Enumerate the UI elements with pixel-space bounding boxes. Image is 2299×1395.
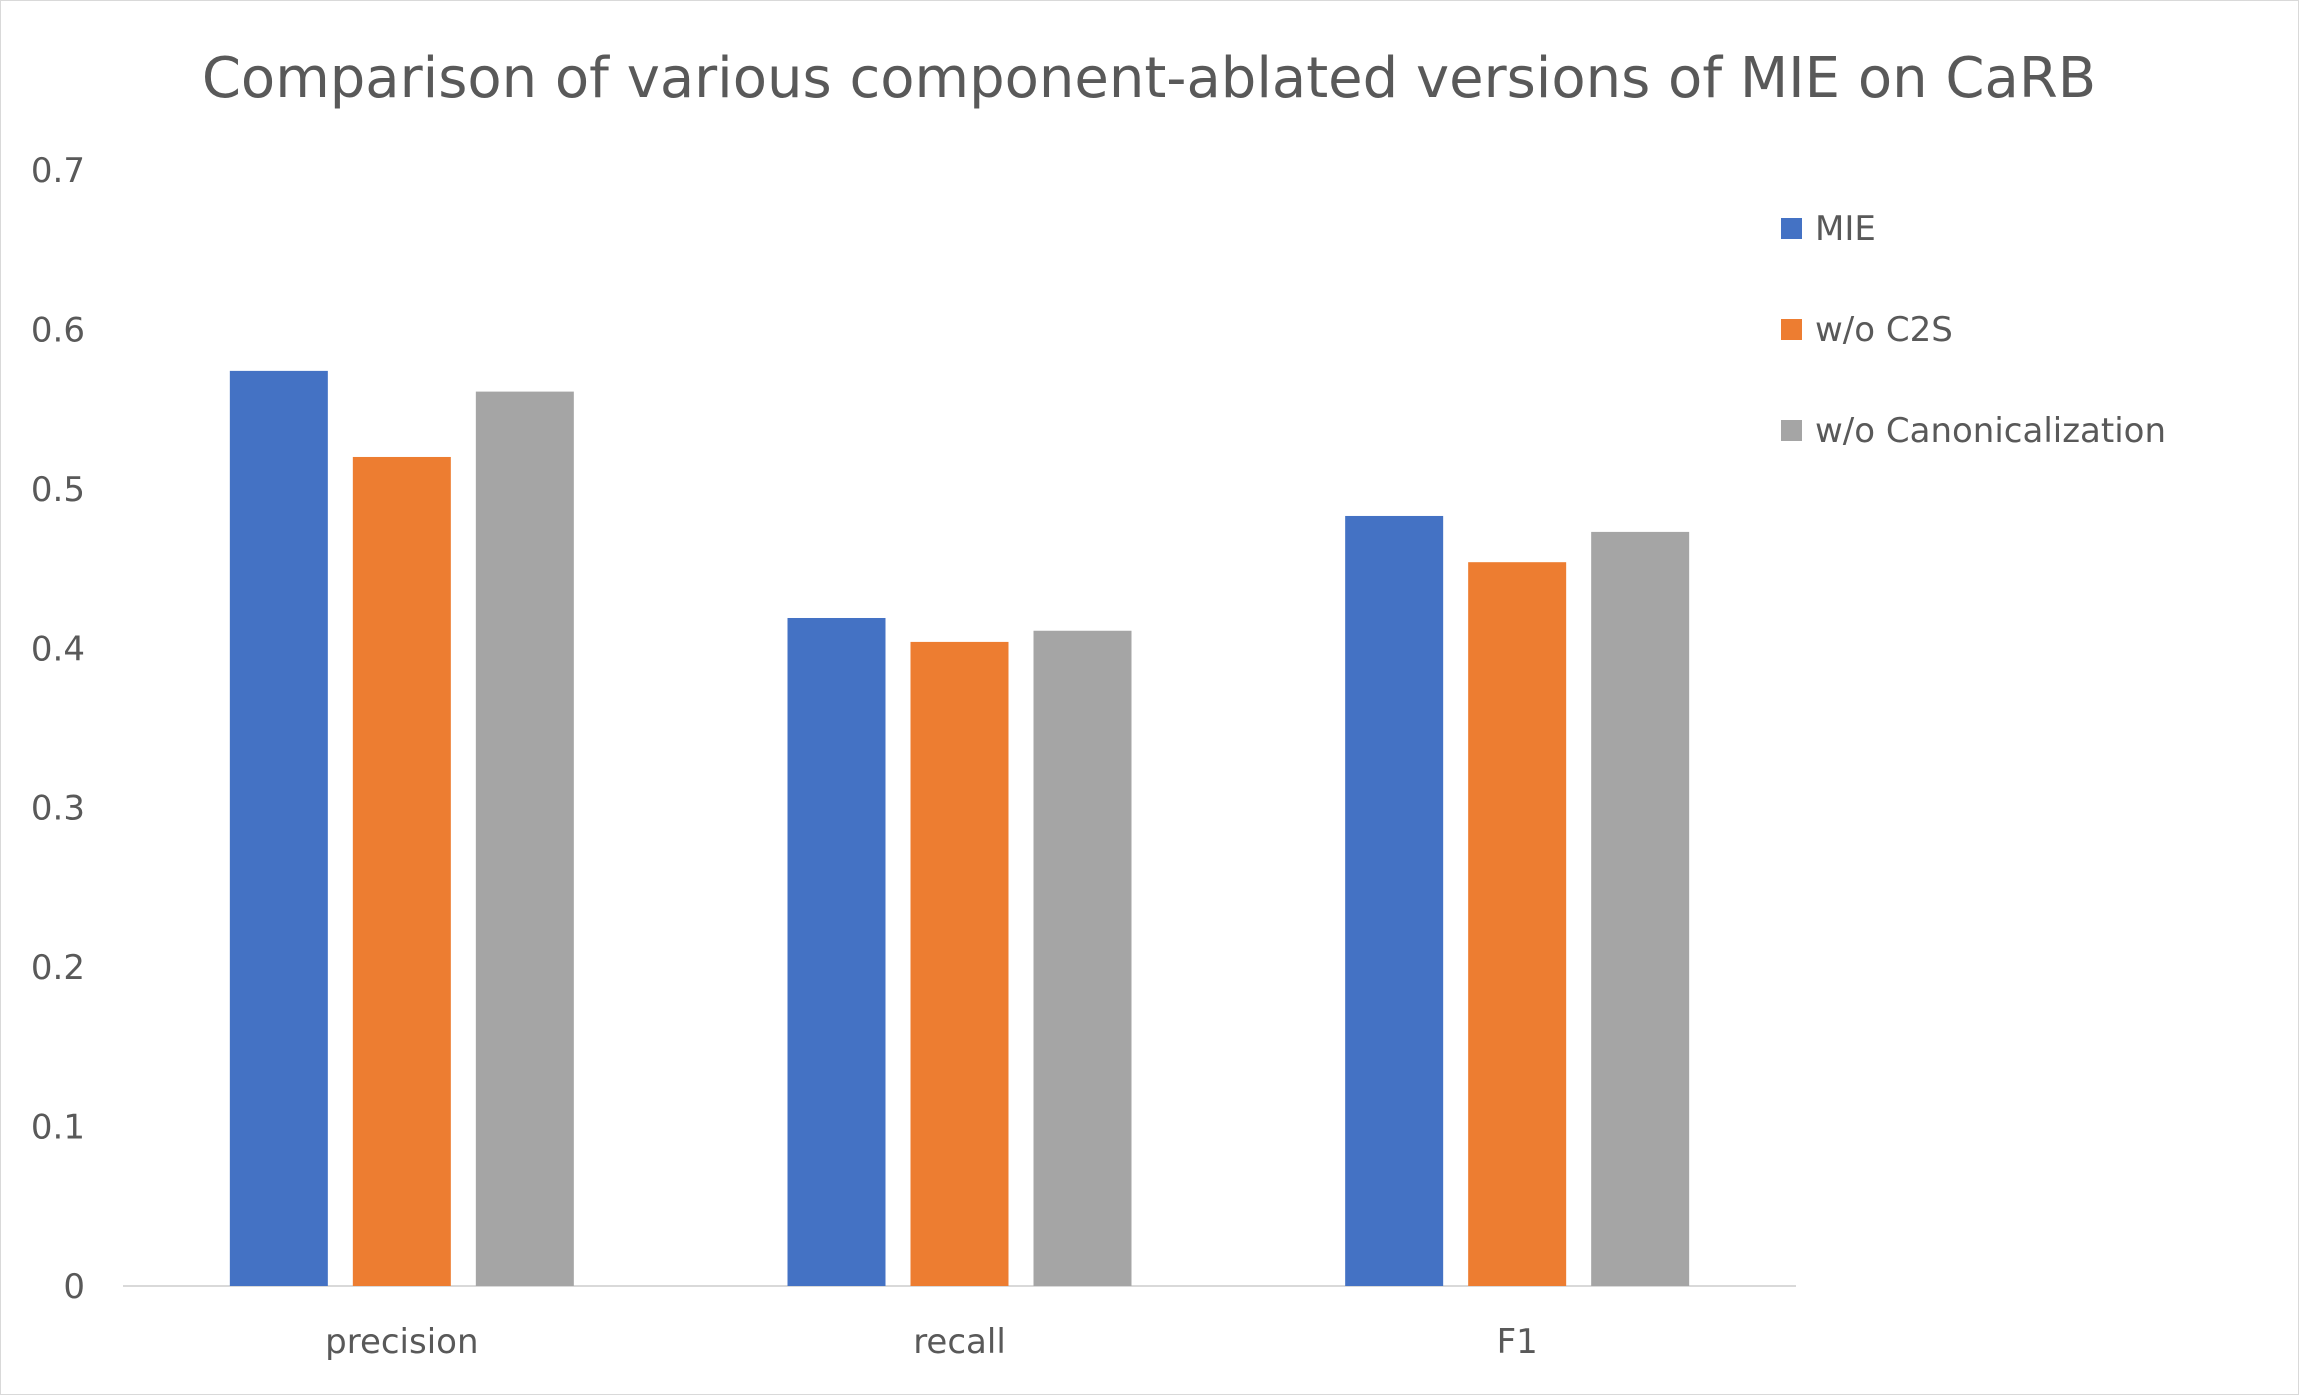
y-tick-label: 0.1 <box>31 1108 85 1148</box>
bar-recall-1 <box>910 641 1009 1286</box>
x-tick-label: recall <box>913 1322 1006 1362</box>
legend-label: w/o C2S <box>1815 310 1953 350</box>
x-tick-label: precision <box>325 1322 478 1362</box>
y-tick-label: 0 <box>63 1267 85 1307</box>
x-tick-label: F1 <box>1497 1322 1538 1362</box>
bar-precision-2 <box>475 391 574 1286</box>
y-axis: 0 0.1 0.2 0.3 0.4 0.5 0.6 0.7 <box>31 151 85 1307</box>
bar-recall-2 <box>1033 630 1132 1286</box>
y-tick-label: 0.4 <box>31 629 85 669</box>
y-tick-label: 0.7 <box>31 151 85 191</box>
y-tick-label: 0.2 <box>31 948 85 988</box>
bar-recall-0 <box>787 617 886 1286</box>
y-tick-label: 0.5 <box>31 470 85 510</box>
bar-f1-2 <box>1591 531 1690 1286</box>
chart-title: Comparison of various component-ablated … <box>202 46 2096 111</box>
legend: MIE w/o C2S w/o Canonicalization <box>1781 209 2166 451</box>
legend-label: w/o Canonicalization <box>1815 411 2166 451</box>
legend-label: MIE <box>1815 209 1876 249</box>
bar-precision-1 <box>352 456 451 1286</box>
bar-f1-0 <box>1345 515 1444 1286</box>
legend-swatch <box>1781 218 1802 239</box>
y-tick-label: 0.6 <box>31 310 85 350</box>
bars <box>229 370 1690 1286</box>
bar-f1-1 <box>1468 562 1567 1286</box>
y-tick-label: 0.3 <box>31 789 85 829</box>
legend-swatch <box>1781 420 1802 441</box>
legend-swatch <box>1781 319 1802 340</box>
x-axis: precision recall F1 <box>123 1285 1796 1362</box>
bar-precision-0 <box>229 370 328 1286</box>
